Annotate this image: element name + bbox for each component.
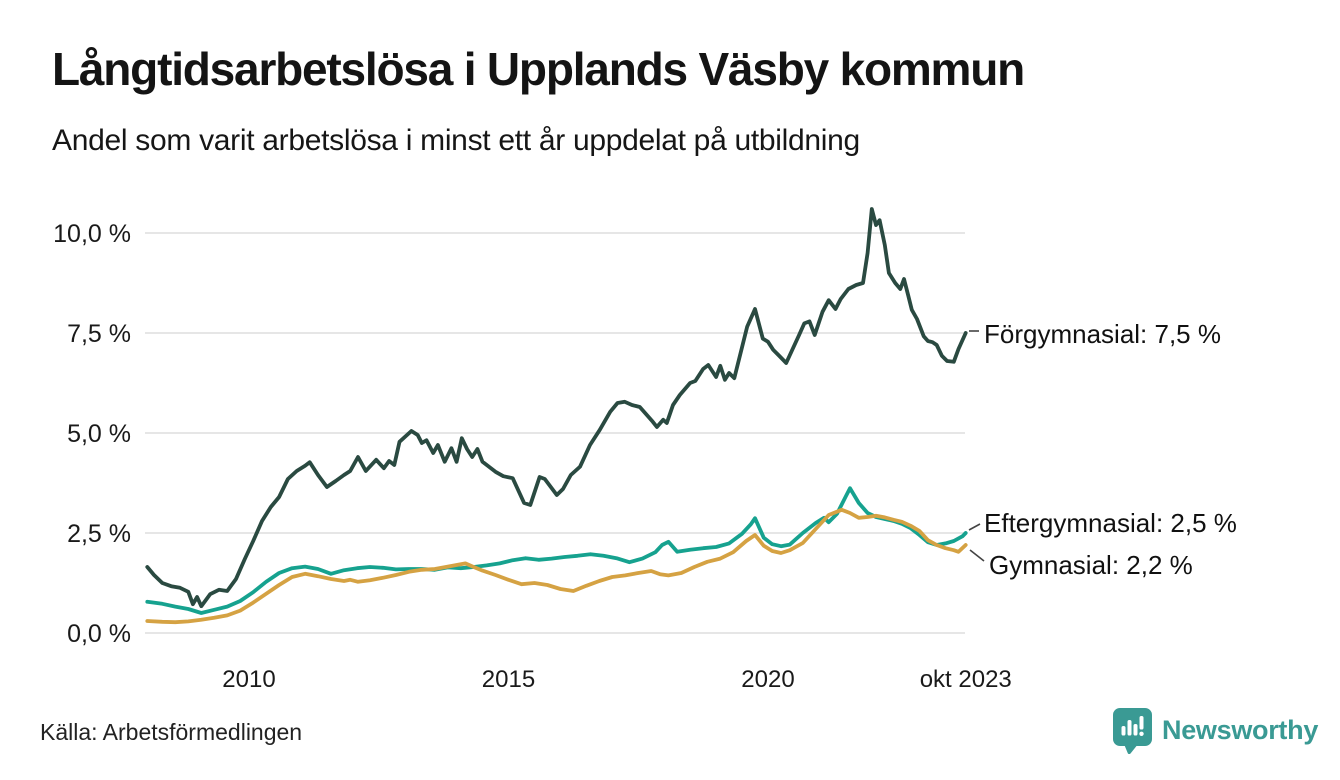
chart-line-gymnasial <box>145 507 968 625</box>
label-connector <box>969 549 985 562</box>
chart-line-eftergymnasial <box>145 486 968 615</box>
label-connector <box>968 523 981 531</box>
x-tick-label: 2010 <box>222 666 275 693</box>
series-end-label-eftergymnasial: Eftergymnasial: 2,5 % <box>984 508 1237 538</box>
chart-series <box>145 207 968 625</box>
series-end-label-förgymnasial: Förgymnasial: 7,5 % <box>984 319 1221 349</box>
series-end-labels: Förgymnasial: 7,5 % Eftergymnasial: 2,5 %… <box>968 319 1237 580</box>
y-tick-label: 7,5 % <box>67 320 131 348</box>
gridlines <box>145 232 965 634</box>
newsworthy-logo[interactable]: Newsworthy <box>1112 707 1318 754</box>
newsworthy-icon <box>1113 708 1152 754</box>
series-end-label-gymnasial: Gymnasial: 2,2 % <box>989 550 1193 580</box>
x-tick-label: 2020 <box>741 666 794 693</box>
y-tick-label: 2,5 % <box>67 520 131 548</box>
x-tick-label: okt 2023 <box>920 666 1012 693</box>
chart-subtitle: Andel som varit arbetslösa i minst ett å… <box>52 124 860 157</box>
chart-title: Långtidsarbetslösa i Upplands Väsby komm… <box>52 43 1025 95</box>
y-tick-label: 10,0 % <box>53 220 131 248</box>
newsworthy-wordmark: Newsworthy <box>1162 715 1319 745</box>
y-tick-label: 5,0 % <box>67 420 131 448</box>
y-axis-tick-labels: 0,0 % 2,5 % 5,0 % 7,5 % 10,0 % <box>53 220 131 648</box>
source-label: Källa: Arbetsförmedlingen <box>40 719 303 745</box>
chart-line-förgymnasial <box>145 207 968 609</box>
y-tick-label: 0,0 % <box>67 620 131 648</box>
x-tick-label: 2015 <box>482 666 535 693</box>
x-axis-tick-labels: 2010 2015 2020 okt 2023 <box>222 666 1011 693</box>
